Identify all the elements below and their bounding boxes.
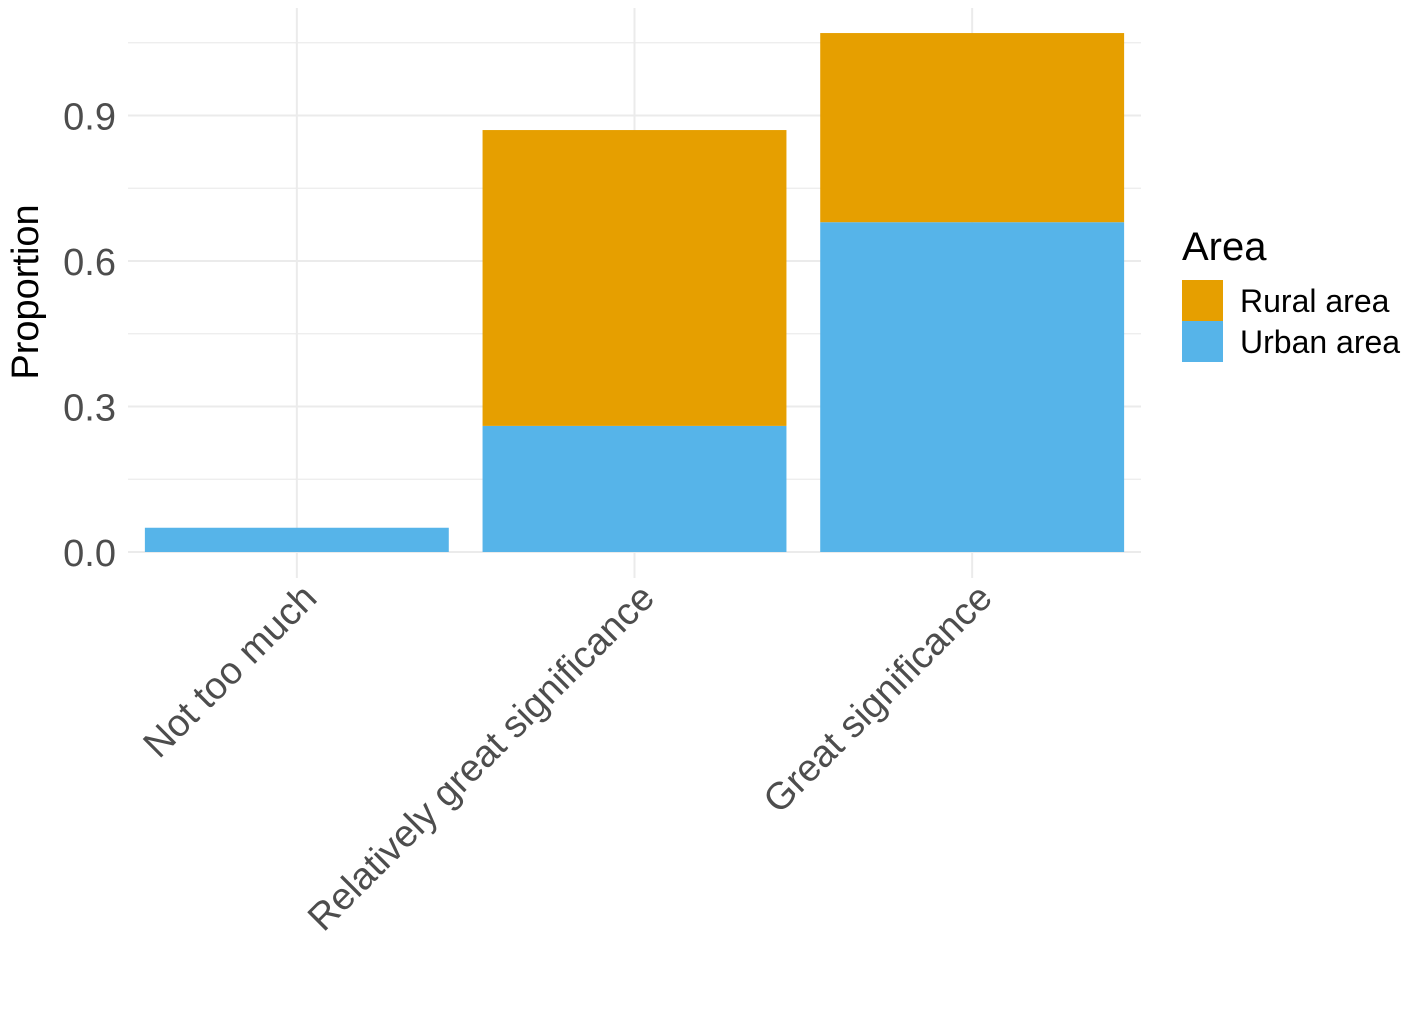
bar-urban-area — [482, 425, 787, 552]
bar-urban-area — [144, 527, 449, 552]
legend-swatch — [1182, 321, 1223, 362]
legend-label: Rural area — [1240, 283, 1390, 319]
legend-label: Urban area — [1240, 324, 1400, 360]
bars — [144, 33, 1125, 552]
legend-swatch — [1182, 280, 1223, 321]
x-tick-label: Relatively great significance — [300, 577, 663, 940]
x-tick-label: Not too much — [136, 577, 326, 767]
y-axis-title: Proportion — [5, 204, 47, 379]
y-tick-label: 0.9 — [63, 97, 116, 139]
legend-items: Rural area Urban area — [1182, 280, 1400, 362]
y-tick-label: 0.0 — [63, 533, 116, 575]
legend-title: Area — [1182, 225, 1267, 269]
y-tick-label: 0.6 — [63, 242, 116, 284]
bar-rural-area — [820, 33, 1125, 223]
x-tick-label: Great significance — [756, 577, 1001, 822]
bar-rural-area — [482, 130, 787, 426]
bar-urban-area — [820, 222, 1125, 552]
legend: Area Rural area Urban area — [1182, 225, 1400, 362]
y-axis-ticks: 0.0 0.3 0.6 0.9 — [63, 97, 116, 576]
y-tick-label: 0.3 — [63, 388, 116, 430]
